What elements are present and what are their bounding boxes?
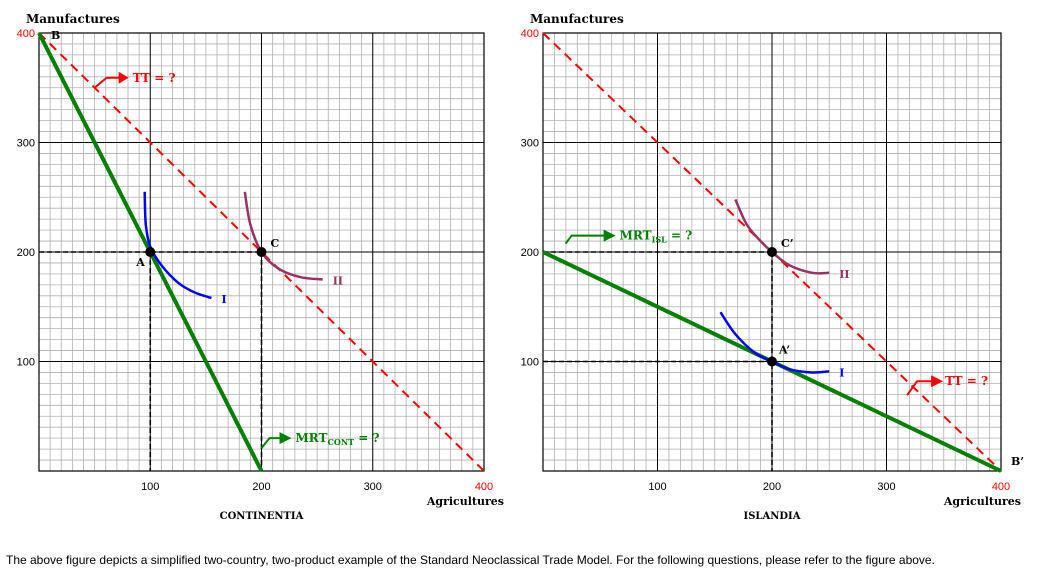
x-tick-label: 400 (475, 481, 493, 493)
y-tick-label: 200 (521, 247, 539, 259)
indifference-curve-II (243, 191, 323, 281)
mrt-annotation: MRTCONT = ? (296, 431, 380, 447)
figure-caption: The above figure depicts a simplified tw… (6, 553, 935, 567)
x-tick-label: 100 (141, 481, 159, 493)
continentia-panel: 100 200 300 400 100 200 300 400 Manufactures Agri… (17, 12, 504, 522)
x-tick-label: 200 (252, 481, 270, 493)
curve-label-I: I (221, 293, 226, 306)
y-tick-label: 400 (521, 28, 539, 40)
y-tick-label: 300 (521, 138, 539, 150)
y-tick-label: 100 (521, 357, 539, 369)
x-tick-label: 400 (992, 481, 1010, 493)
chart-title: ISLANDIA (744, 511, 801, 522)
x-tick-label: 200 (763, 481, 781, 493)
islandia-panel: 100 200 300 400 100 200 300 400 Manufactures Agri… (521, 12, 1025, 522)
point-marker (256, 247, 267, 257)
point-label: B (51, 29, 60, 42)
tt-annotation: TT = ? (945, 374, 988, 388)
indifference-curve-I (143, 191, 212, 300)
mrt-label-arrow (564, 234, 606, 245)
point-label: C (271, 237, 280, 250)
y-tick-label: 400 (17, 28, 35, 40)
y-tick-label: 300 (17, 138, 35, 150)
mrt-label-arrowhead (279, 432, 292, 445)
mrt-label-arrow (260, 437, 282, 449)
y-tick-label: 100 (17, 357, 35, 369)
y-axis-label: Manufactures (530, 12, 624, 26)
mrt-annotation: MRTISL = ? (620, 229, 693, 245)
tt-label-arrow (93, 76, 121, 89)
point-marker (767, 247, 777, 257)
x-tick-label: 100 (648, 481, 666, 493)
y-tick-label: 200 (17, 247, 35, 259)
tt-annotation: TT = ? (133, 71, 176, 85)
curve-label-II: II (839, 268, 849, 281)
y-axis-label: Manufactures (26, 12, 120, 26)
x-tick-label: 300 (877, 481, 895, 493)
point-marker (767, 356, 777, 367)
tt-label-arrow (906, 380, 934, 396)
x-tick-label: 300 (364, 481, 382, 493)
mrt-label-arrowhead (603, 229, 616, 242)
tt-label-arrowhead (931, 375, 944, 388)
point-label: C’ (781, 237, 794, 250)
curve-label-II: II (333, 274, 343, 287)
x-axis-label: Agricultures (943, 495, 1021, 508)
chart-title: CONTINENTIA (220, 511, 304, 522)
islandia-grid (543, 33, 1001, 471)
point-label: A (135, 256, 145, 269)
point-label: B’ (1011, 455, 1024, 468)
point-marker (145, 247, 156, 257)
x-axis-label: Agricultures (426, 495, 504, 508)
curve-label-I: I (839, 366, 844, 379)
point-label: A’ (778, 344, 790, 357)
tt-label-arrowhead (118, 71, 129, 84)
